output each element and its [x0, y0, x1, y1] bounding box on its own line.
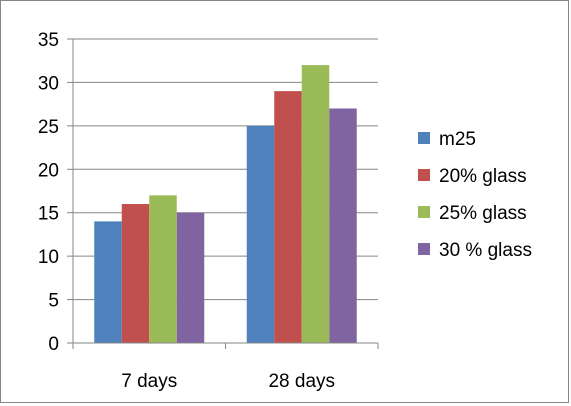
bar-30-glass-7-days: [176, 212, 205, 343]
bar-30-glass-28-days: [329, 108, 357, 343]
y-tick-label: 25: [38, 117, 59, 138]
legend-label: 25% glass: [439, 203, 527, 224]
bar-20-glass-7-days: [121, 204, 150, 343]
y-tick-labels: 0 5 10 15 20 25 30 35: [38, 30, 59, 355]
bar-m25-28-days: [246, 125, 275, 343]
legend-label: 30 % glass: [439, 240, 532, 261]
x-tick-label: 28 days: [268, 371, 335, 392]
x-tick-labels: 7 days 28 days: [121, 371, 335, 392]
y-tick-label: 10: [38, 247, 59, 268]
bar-20-glass-28-days: [274, 91, 302, 343]
bars: [94, 65, 357, 344]
legend-swatch: [418, 169, 430, 181]
y-tick-label: 15: [38, 204, 59, 225]
y-tick-label: 5: [48, 291, 59, 312]
bar-m25-7-days: [94, 221, 122, 343]
legend-swatch: [418, 243, 430, 255]
x-tick-label: 7 days: [121, 371, 177, 392]
axes: [67, 38, 379, 349]
bar-25-glass-28-days: [301, 65, 330, 344]
y-tick-label: 30: [38, 73, 59, 94]
legend-label: m25: [439, 129, 476, 150]
bar-25-glass-7-days: [149, 195, 177, 343]
legend-swatch: [418, 206, 430, 218]
y-tick-label: 20: [38, 160, 59, 181]
legend-swatch: [418, 132, 430, 144]
legend: m25 20% glass 25% glass 30 % glass: [418, 129, 532, 261]
y-tick-label: 0: [48, 334, 59, 355]
legend-label: 20% glass: [439, 166, 527, 187]
y-tick-label: 35: [38, 30, 59, 51]
